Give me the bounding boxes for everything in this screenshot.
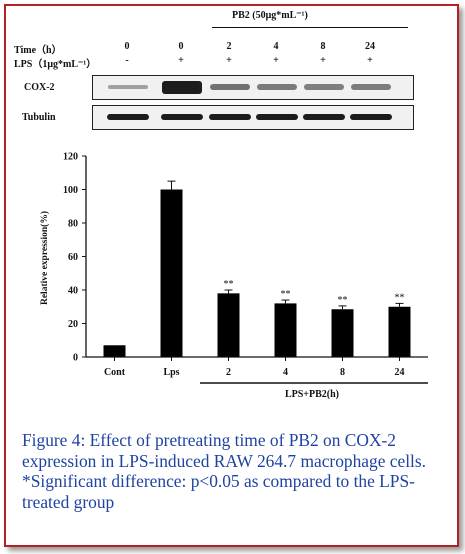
y-tick-label: 40 [68, 286, 78, 297]
tubulin-band [350, 114, 392, 120]
cox2-band [108, 85, 148, 89]
time-label: Time（h） [14, 45, 62, 56]
time-value: 0 [178, 41, 184, 52]
significance-label: ** [281, 289, 291, 300]
lps-value: + [320, 55, 326, 66]
y-tick-label: 60 [68, 252, 78, 263]
tubulin-blot-strip [92, 105, 414, 130]
time-value: 4 [273, 41, 279, 52]
pb2-header: PB2 (50μg*mL⁻¹) [232, 10, 308, 21]
lps-value: - [125, 55, 129, 66]
tubulin-band [161, 114, 203, 120]
x-tick-label: 2 [226, 367, 231, 378]
y-axis: 0 20 40 60 80 100 120 [63, 152, 87, 364]
x-tick-label: Cont [104, 367, 126, 378]
lps-label: LPS（1μg*mL⁻¹） [14, 59, 97, 70]
time-value: 0 [124, 41, 130, 52]
y-tick-label: 100 [63, 185, 78, 196]
x-tick-label: 8 [340, 367, 345, 378]
significance-label: ** [224, 279, 234, 290]
bar [388, 306, 411, 357]
cox2-band [304, 84, 344, 90]
time-value: 24 [365, 41, 375, 52]
tubulin-label: Tubulin [22, 112, 56, 123]
tubulin-band [209, 114, 251, 120]
significance-label: ** [395, 292, 405, 303]
significance-label: ** [338, 295, 348, 306]
tubulin-band [107, 114, 149, 120]
y-tick-label: 0 [73, 353, 78, 364]
x-axis: Cont Lps 2 4 8 24 [86, 356, 428, 378]
x-tick-label: 24 [395, 367, 405, 378]
lps-value: + [226, 55, 232, 66]
lps-value: + [273, 55, 279, 66]
tubulin-band [303, 114, 345, 120]
cox2-band [210, 83, 250, 91]
figure-caption: Figure 4: Effect of pretreating time of … [22, 430, 426, 512]
lps-value: + [367, 55, 373, 66]
cox2-blot-strip [92, 75, 414, 100]
bar [331, 309, 354, 357]
y-axis-label: Relative expression(%) [39, 211, 50, 305]
cox2-band [351, 83, 391, 91]
cox2-band [162, 80, 202, 94]
bar [103, 345, 126, 357]
tubulin-band [256, 114, 298, 120]
pb2-bracket-line [212, 27, 408, 28]
bar-chart: Relative expression(%) 0 20 40 60 80 100 120 *… [39, 152, 428, 400]
bar-series: ** ** ** ** [103, 180, 411, 357]
x-tick-label: Lps [163, 367, 179, 378]
cox2-band [257, 83, 297, 91]
time-value: 2 [226, 41, 232, 52]
y-tick-label: 20 [68, 319, 78, 330]
x-axis-label: LPS+PB2(h) [285, 389, 339, 400]
bar [274, 303, 297, 357]
cox2-label: COX-2 [24, 82, 55, 93]
y-tick-label: 80 [68, 219, 78, 230]
bar [217, 293, 240, 357]
time-value: 8 [320, 41, 326, 52]
x-tick-label: 4 [283, 367, 288, 378]
bar [160, 189, 183, 357]
lps-value: + [178, 55, 184, 66]
y-tick-label: 120 [63, 152, 78, 163]
